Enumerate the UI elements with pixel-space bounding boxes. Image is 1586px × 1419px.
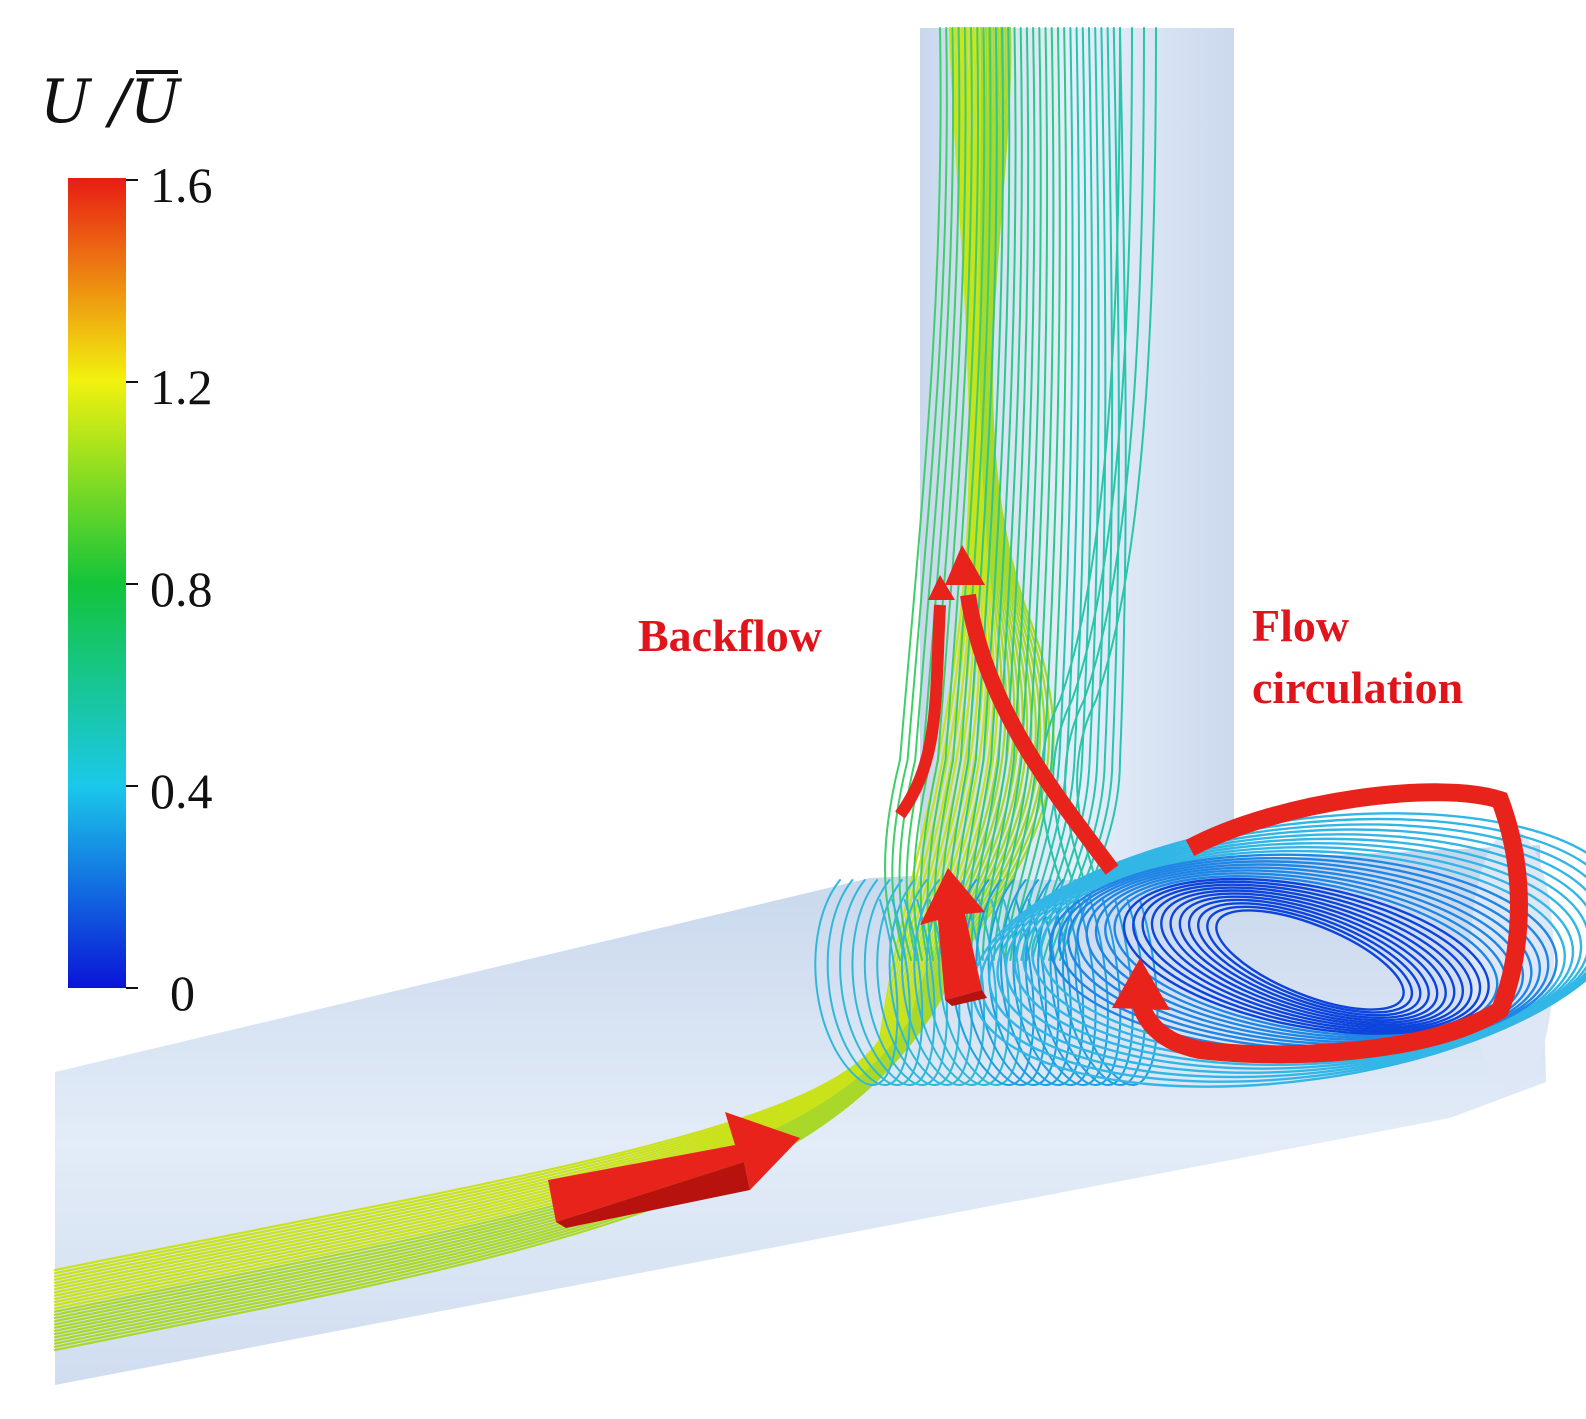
streamline xyxy=(839,879,924,1087)
streamline xyxy=(1009,27,1068,961)
circulation-streamline xyxy=(1113,874,1499,1037)
flow-circulation-label-line2: circulation xyxy=(1252,662,1464,713)
streamline xyxy=(1012,879,1097,1087)
circulation-streamline xyxy=(1197,902,1422,1017)
streamline xyxy=(1076,27,1157,881)
streamline xyxy=(925,879,1010,1087)
streamline xyxy=(998,27,1055,961)
streamline xyxy=(1040,27,1121,881)
tick-label-1-2: 1.2 xyxy=(150,359,213,415)
circulation-streamline xyxy=(1206,905,1414,1014)
streamline xyxy=(851,879,936,1087)
circulation-streamline xyxy=(1085,866,1525,1044)
streamline xyxy=(926,27,980,961)
circulation-streamline xyxy=(1076,863,1533,1046)
tick-label-1-6: 1.6 xyxy=(150,157,213,213)
streamline xyxy=(919,27,973,961)
legend-title-ubar: U xyxy=(129,67,181,137)
streamline xyxy=(1036,27,1100,961)
streamline xyxy=(1042,27,1107,961)
circulation-streamline xyxy=(1187,898,1430,1020)
streamline xyxy=(1003,27,1061,961)
backflow-arrow-head-2 xyxy=(928,575,955,600)
streamline xyxy=(958,27,1011,961)
streamline xyxy=(992,27,1049,961)
circulation-streamline xyxy=(1215,909,1405,1011)
streamline xyxy=(898,27,955,961)
circulation-streamline xyxy=(1150,886,1465,1029)
backflow-arrow-curve xyxy=(895,604,946,819)
streamline xyxy=(976,27,1030,961)
circulation-streamline xyxy=(1141,883,1473,1031)
circulation-streamline xyxy=(1169,892,1447,1024)
streamline xyxy=(964,27,1017,961)
streamline xyxy=(814,879,899,1087)
legend-title-u: U xyxy=(40,67,91,137)
circulation-streamline xyxy=(1004,833,1586,1070)
streamline xyxy=(952,27,1005,961)
streamline xyxy=(891,27,948,961)
circulation-streamline xyxy=(1013,837,1586,1067)
circulation-streamline xyxy=(1178,895,1439,1022)
legend-title: U /U xyxy=(40,67,181,137)
streamline xyxy=(1000,879,1085,1087)
circulation-streamline xyxy=(996,828,1586,1074)
flow-circulation-label-line1: Flow xyxy=(1252,600,1350,651)
tick-label-0-8: 0.8 xyxy=(150,561,213,617)
backflow-arrow-lower xyxy=(920,868,987,1006)
backflow-label: Backflow xyxy=(638,610,822,661)
inflow-arrow xyxy=(548,1112,800,1228)
streamline xyxy=(1014,27,1074,961)
streamline xyxy=(826,879,911,1087)
circulation-streamline xyxy=(1160,889,1456,1027)
circulation-streamline xyxy=(1122,877,1490,1035)
backflow-arrow-curve-main xyxy=(960,593,1119,875)
tick-label-0: 0 xyxy=(170,965,195,1021)
streamline xyxy=(975,879,1060,1087)
streamline xyxy=(1020,27,1081,961)
streamline xyxy=(970,27,1023,961)
tick-label-0-4: 0.4 xyxy=(150,763,213,819)
streamline xyxy=(1025,27,1087,961)
backflow-arrow-head xyxy=(945,545,985,585)
streamline xyxy=(933,27,986,961)
streamline xyxy=(981,27,1036,961)
legend-title-slash: / xyxy=(109,67,130,137)
streamline xyxy=(913,879,998,1087)
streamline xyxy=(884,27,942,961)
streamline xyxy=(901,879,986,1087)
circulation-arrow xyxy=(1112,783,1528,1064)
streamline xyxy=(1047,27,1114,961)
circulation-streamline xyxy=(1132,880,1482,1033)
color-bar xyxy=(68,178,126,988)
streamline xyxy=(987,27,1042,961)
color-bar-ticks xyxy=(126,179,138,989)
circulation-streamline xyxy=(987,823,1586,1079)
